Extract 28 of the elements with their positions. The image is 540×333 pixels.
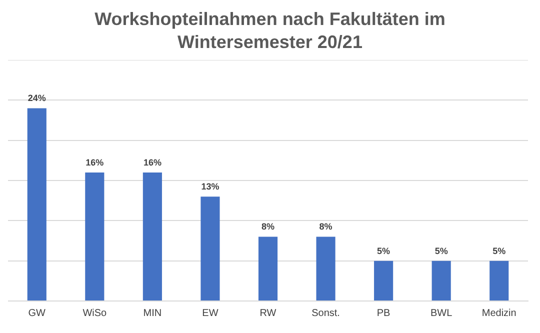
data-label: 16%: [86, 157, 104, 168]
bar: [490, 260, 509, 300]
bar: [200, 196, 220, 300]
x-tick-label: EW: [202, 308, 219, 319]
data-label: 8%: [319, 222, 332, 232]
data-label: 16%: [143, 157, 162, 168]
bar: [316, 236, 336, 300]
x-tick-label: MIN: [143, 308, 162, 319]
bar: [258, 236, 278, 300]
bar: [374, 260, 394, 300]
x-tick-label: PB: [376, 308, 391, 319]
bar: [432, 260, 451, 300]
chart-title: Workshopteilnahmen nach Fakultäten im Wintersemester 20/21: [94, 8, 446, 54]
bar: [142, 172, 162, 300]
data-label: 8%: [261, 222, 275, 232]
x-tick-label: GW: [28, 308, 46, 319]
data-label: 5%: [492, 246, 506, 256]
data-label: 13%: [201, 182, 220, 192]
data-label: 24%: [28, 93, 46, 104]
data-label: 5%: [377, 246, 390, 256]
x-tick-label: WiSo: [82, 308, 108, 319]
x-tick-label: Medizin: [482, 308, 516, 319]
bar: [85, 172, 104, 300]
x-tick-label: Sonst.: [312, 308, 340, 319]
x-tick-label: BWL: [430, 308, 453, 319]
data-label: 5%: [434, 246, 448, 256]
bar: [27, 108, 46, 300]
x-tick-label: RW: [260, 308, 277, 319]
